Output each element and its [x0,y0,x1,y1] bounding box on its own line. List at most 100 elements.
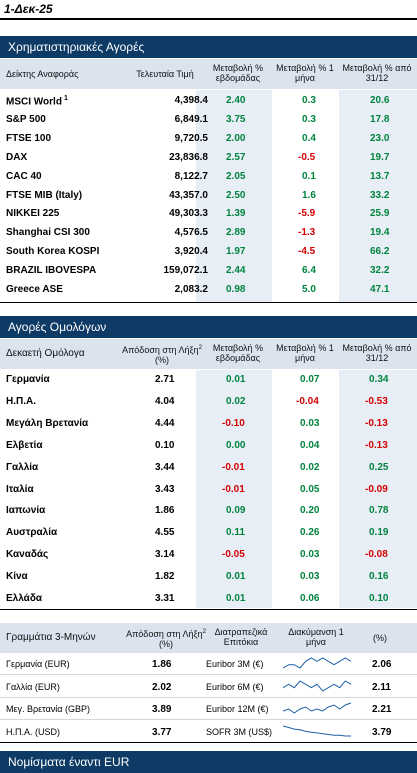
stocks-ytd-shade [339,90,417,302]
bonds-row-ytd: 0.16 [369,571,389,583]
bonds-row-ytd: 0.34 [369,374,389,385]
bonds-row-week: -0.01 [222,461,245,473]
bonds-header-footnote: 2 [198,345,202,351]
bonds-row-yield: 0.10 [155,439,175,451]
stocks-header-week: Μεταβολή % εβδομάδας [212,63,264,83]
bills-row-name: Η.Π.Α. (USD) [6,726,60,737]
stocks-row-week: 2.40 [226,95,246,106]
bonds-row-ytd: 0.10 [369,593,389,604]
bills-row-separator [0,674,417,675]
bonds-row-ytd: -0.09 [365,483,388,495]
stocks-row-name: BRAZIL IBOVESPA [6,265,97,277]
bills-row-sparkline [282,725,351,736]
bonds-row-ytd: 0.19 [369,527,389,539]
bills-header-row: Γραμμάτια 3-Μηνών Απόδοση στη Λήξη2 (%) Δι… [0,623,417,653]
stocks-row-week: 2.05 [226,170,246,182]
stocks-row-month: -4.5 [298,246,316,258]
bills-row-rate-name: Euribor 12M (€) [206,704,269,714]
bonds-row-month: 0.06 [300,593,320,604]
bonds-row-yield: 3.44 [155,461,175,473]
bonds-row-month: -0.04 [296,395,319,407]
sparkline-path [282,725,351,736]
bills-header-yield: Απόδοση στη Λήξη2 (%) [126,629,206,649]
stocks-row-week: 1.39 [226,208,246,220]
stocks-section-title: Χρηματιστηριακές Αγορές [0,36,417,58]
bonds-row-name: Κίνα [6,571,28,583]
stocks-row-value: 3,920.4 [174,246,208,258]
bonds-header-ytd: Μεταβολή % από 31/12 [342,343,412,363]
bonds-row-week: 0.11 [226,527,245,539]
stocks-header-row: Δείκτης Αναφοράς Τελευταία Τιμή Μεταβολή %… [0,59,417,89]
stocks-row-value: 4,576.5 [174,227,208,239]
bonds-row-month: 0.03 [300,549,320,561]
stocks-row-week: 3.75 [226,113,246,125]
stocks-row-week: 2.50 [226,189,246,201]
stocks-week-shade [196,90,272,302]
stocks-row-month: -1.3 [298,227,316,239]
stocks-row-month: 6.4 [302,265,316,277]
bonds-row-yield: 3.43 [155,483,175,495]
stocks-row-ytd: 32.2 [370,265,390,277]
bills-row-name: Γερμανία (EUR) [6,659,70,669]
bonds-row-name: Αυστραλία [6,527,58,539]
bonds-row-month: 0.03 [300,571,320,583]
bonds-ytd-shade [339,370,417,608]
bills-row-sparkline [282,657,352,669]
stocks-row-month: 0.4 [302,132,316,144]
bonds-row-week: -0.10 [222,417,245,429]
bills-header-range: Διακύμανση 1 μήνα [288,627,344,647]
stocks-row-week: 0.98 [226,284,246,295]
bills-row-sparkline [282,702,352,714]
stocks-row-value: 43,357.0 [169,189,208,201]
stocks-row-value: 4,398.4 [174,95,208,106]
stocks-row-month: 0.1 [302,170,316,182]
sparkline-path [282,702,352,714]
bonds-row-name: Ελλάδα [6,593,43,604]
stocks-row-month: -0.5 [298,151,316,163]
bonds-row-name: Μεγάλη Βρετανία [6,417,89,429]
stocks-row-name: CAC 40 [6,170,42,182]
stocks-row-name: South Korea KOSPI [6,246,100,258]
bonds-row-ytd: 0.25 [369,461,389,473]
bonds-row-week: -0.01 [222,483,245,495]
bonds-header-yield: Απόδοση στη Λήξη2 (%) [122,345,202,365]
bonds-row-ytd: -0.13 [365,417,388,429]
bills-row-yield: 2.02 [152,681,172,693]
bills-row-separator [0,696,417,698]
bonds-row-week: 0.00 [226,439,246,451]
bonds-row-month: 0.02 [300,461,320,473]
bonds-row-yield: 4.55 [155,527,175,539]
bills-row-rate: 2.06 [372,659,392,670]
bonds-header-unit: (%) [155,355,169,365]
stocks-row-ytd: 17.8 [370,113,390,125]
stocks-header-ytd: Μεταβολή % από 31/12 [342,63,412,83]
bonds-row-ytd: -0.13 [365,439,388,451]
bonds-row-name: Ιταλία [6,483,34,495]
stocks-row-name: NIKKEI 225 [6,208,60,220]
bills-header-footnote: 2 [202,629,206,635]
stocks-row-week: 2.00 [226,132,246,144]
stocks-row-ytd: 25.9 [370,208,390,220]
stocks-row-name: FTSE MIB (Italy) [6,189,83,201]
bonds-row-week: 0.01 [226,571,246,583]
bills-row-yield: 3.77 [152,726,172,738]
bonds-row-yield: 1.82 [155,571,175,583]
bonds-row-ytd: 0.78 [369,505,389,517]
bills-row-rate-name: Euribor 6M (€) [206,681,264,692]
stocks-row-month: 1.6 [302,189,316,201]
stocks-row-ytd: 33.2 [370,189,390,201]
top-divider [0,18,417,20]
stocks-row-ytd: 19.4 [370,227,390,239]
stocks-row-ytd: 20.6 [370,95,390,106]
stocks-header-index: Δείκτης Αναφοράς [6,69,79,79]
bonds-section-title: Αγορές Ομολόγων [0,316,417,338]
stocks-row-name: DAX [6,151,28,163]
bills-row-yield: 3.89 [152,704,172,715]
stocks-header-month: Μεταβολή % 1 μήνα [276,63,334,83]
bonds-row-week: 0.01 [226,593,246,604]
bonds-header-month: Μεταβολή % 1 μήνα [276,343,334,363]
stocks-row-value: 2,083.2 [174,284,208,295]
bonds-row-yield: 2.71 [155,374,175,385]
stocks-row-value: 49,303.3 [169,208,208,220]
bonds-header-week: Μεταβολή % εβδομάδας [212,343,264,363]
